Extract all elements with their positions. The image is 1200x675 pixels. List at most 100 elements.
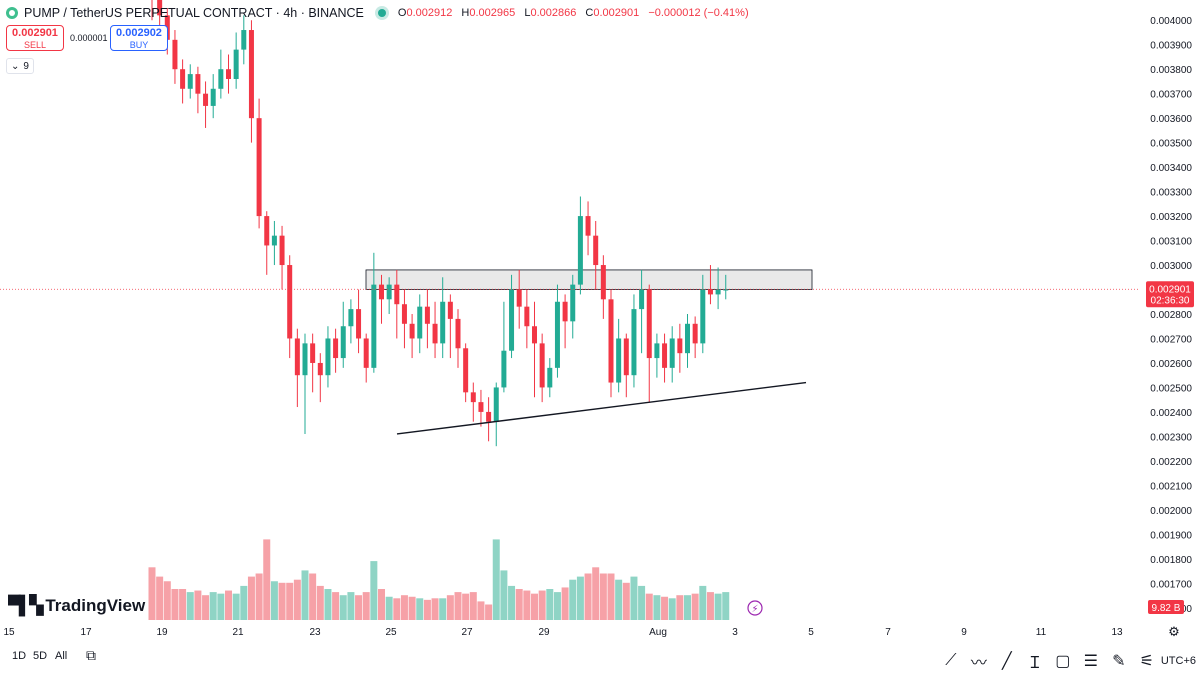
candle-body[interactable] [424,306,430,324]
brush-tool-icon[interactable]: ✎ [1112,653,1126,670]
candle-body[interactable] [608,299,614,383]
fib-tool-icon[interactable]: ☰ [1083,653,1099,670]
candle-body[interactable] [486,411,492,422]
candle-body[interactable] [379,284,384,300]
candle-body[interactable] [248,30,254,119]
candle-body[interactable] [180,69,186,89]
candle-body[interactable] [600,265,606,300]
candle-body[interactable] [662,343,668,368]
current-price-label[interactable] [1146,281,1194,308]
candle-body[interactable] [707,289,713,295]
candle-body[interactable] [256,118,262,217]
candle-body[interactable] [279,235,285,266]
candle-body[interactable] [646,289,652,359]
candle-body[interactable] [623,338,629,376]
candle-body[interactable] [692,323,698,344]
candle-body[interactable] [203,93,209,106]
calendar-range-icon[interactable]: ⧉ [86,647,96,663]
candle-body[interactable] [685,323,690,354]
candle-body[interactable] [562,301,568,322]
candle-body[interactable] [547,367,553,388]
candle-body[interactable] [509,289,515,351]
candle-body[interactable] [554,301,560,368]
candle-body[interactable] [218,69,224,89]
candle-body[interactable] [478,402,484,412]
candle-body[interactable] [157,0,163,16]
price-axis-tick: 0.002400 [1150,408,1192,419]
timezone-label[interactable]: UTC+6 [1160,655,1196,667]
timeframe-5d[interactable]: 5D [33,650,48,662]
candle-body[interactable] [417,306,423,339]
candle-body[interactable] [593,235,599,266]
buy-button[interactable]: 0.002902 BUY [110,25,168,51]
candle-body[interactable] [310,343,316,363]
candle-body[interactable] [463,348,469,393]
candle-body[interactable] [532,326,537,344]
line-tool-icon[interactable]: ╱ [1002,653,1012,670]
candle-body[interactable] [501,350,507,388]
candle-body[interactable] [226,69,231,79]
candle-body[interactable] [264,216,270,246]
candle-body[interactable] [432,323,438,344]
candle-body[interactable] [570,284,576,322]
indicators-toggle[interactable]: ⌄ 9 [6,58,34,74]
candle-body[interactable] [539,343,545,388]
symbol-title[interactable]: PUMP / TetherUS PERPETUAL CONTRACT · 4h … [24,6,364,20]
text-tool-icon[interactable]: Ｉ [1026,655,1043,672]
candle-body[interactable] [577,216,583,285]
candle-body[interactable] [409,323,415,339]
candle-body[interactable] [386,284,392,300]
candle-body[interactable] [700,289,706,344]
candle-body[interactable] [363,338,369,368]
rectangle-tool-icon[interactable]: ▢ [1055,653,1071,670]
timeframe-1d[interactable]: 1D [12,650,27,662]
candle-body[interactable] [371,284,377,368]
candle-body[interactable] [715,289,721,295]
candle-body[interactable] [394,284,400,305]
candle-body[interactable] [195,74,201,94]
candle-body[interactable] [333,338,339,359]
candle-body[interactable] [356,309,362,339]
candle-body[interactable] [325,338,331,376]
support-trendline[interactable] [396,381,807,435]
candle-body[interactable] [516,289,522,307]
candle-body[interactable] [493,387,499,422]
candle-body[interactable] [723,289,729,291]
candle-body[interactable] [654,343,660,359]
candle-body[interactable] [677,338,683,354]
candle-body[interactable] [271,235,277,246]
time-axis-tick: 5 [808,627,814,638]
timeframe-all[interactable]: All [55,650,68,662]
zigzag-icon[interactable]: 〰 [970,655,987,672]
tradingview-watermark[interactable]: ▀▌▚ TradingView [8,595,145,616]
candle-body[interactable] [210,88,216,106]
candle-body[interactable] [401,304,407,324]
resistance-zone[interactable] [365,269,813,290]
candle-body[interactable] [287,265,293,339]
candle-body[interactable] [616,338,622,383]
settings-sliders-icon[interactable]: ⚟ [1139,653,1155,670]
candle-body[interactable] [172,39,178,70]
candle-body[interactable] [340,326,346,359]
candle-body[interactable] [470,392,476,403]
gear-icon[interactable]: ⚙ [1168,625,1180,640]
candle-body[interactable] [233,49,239,79]
candle-body[interactable] [669,338,675,368]
candle-body[interactable] [302,343,308,376]
candle-body[interactable] [447,301,453,319]
candle-body[interactable] [241,30,247,50]
candle-body[interactable] [631,309,637,376]
candle-body[interactable] [294,338,300,376]
candle-body[interactable] [524,306,530,327]
candle-body[interactable] [455,318,461,349]
lightning-icon[interactable] [747,600,763,616]
sell-button[interactable]: 0.002901 SELL [6,25,64,51]
candle-body[interactable] [317,362,323,376]
candle-body[interactable] [440,301,446,344]
candle-body[interactable] [639,289,645,310]
candle-body[interactable] [585,216,591,236]
candle-body[interactable] [187,74,193,89]
candle-body[interactable] [348,309,354,327]
trend-angle-icon[interactable]: ⟋ [945,652,957,669]
